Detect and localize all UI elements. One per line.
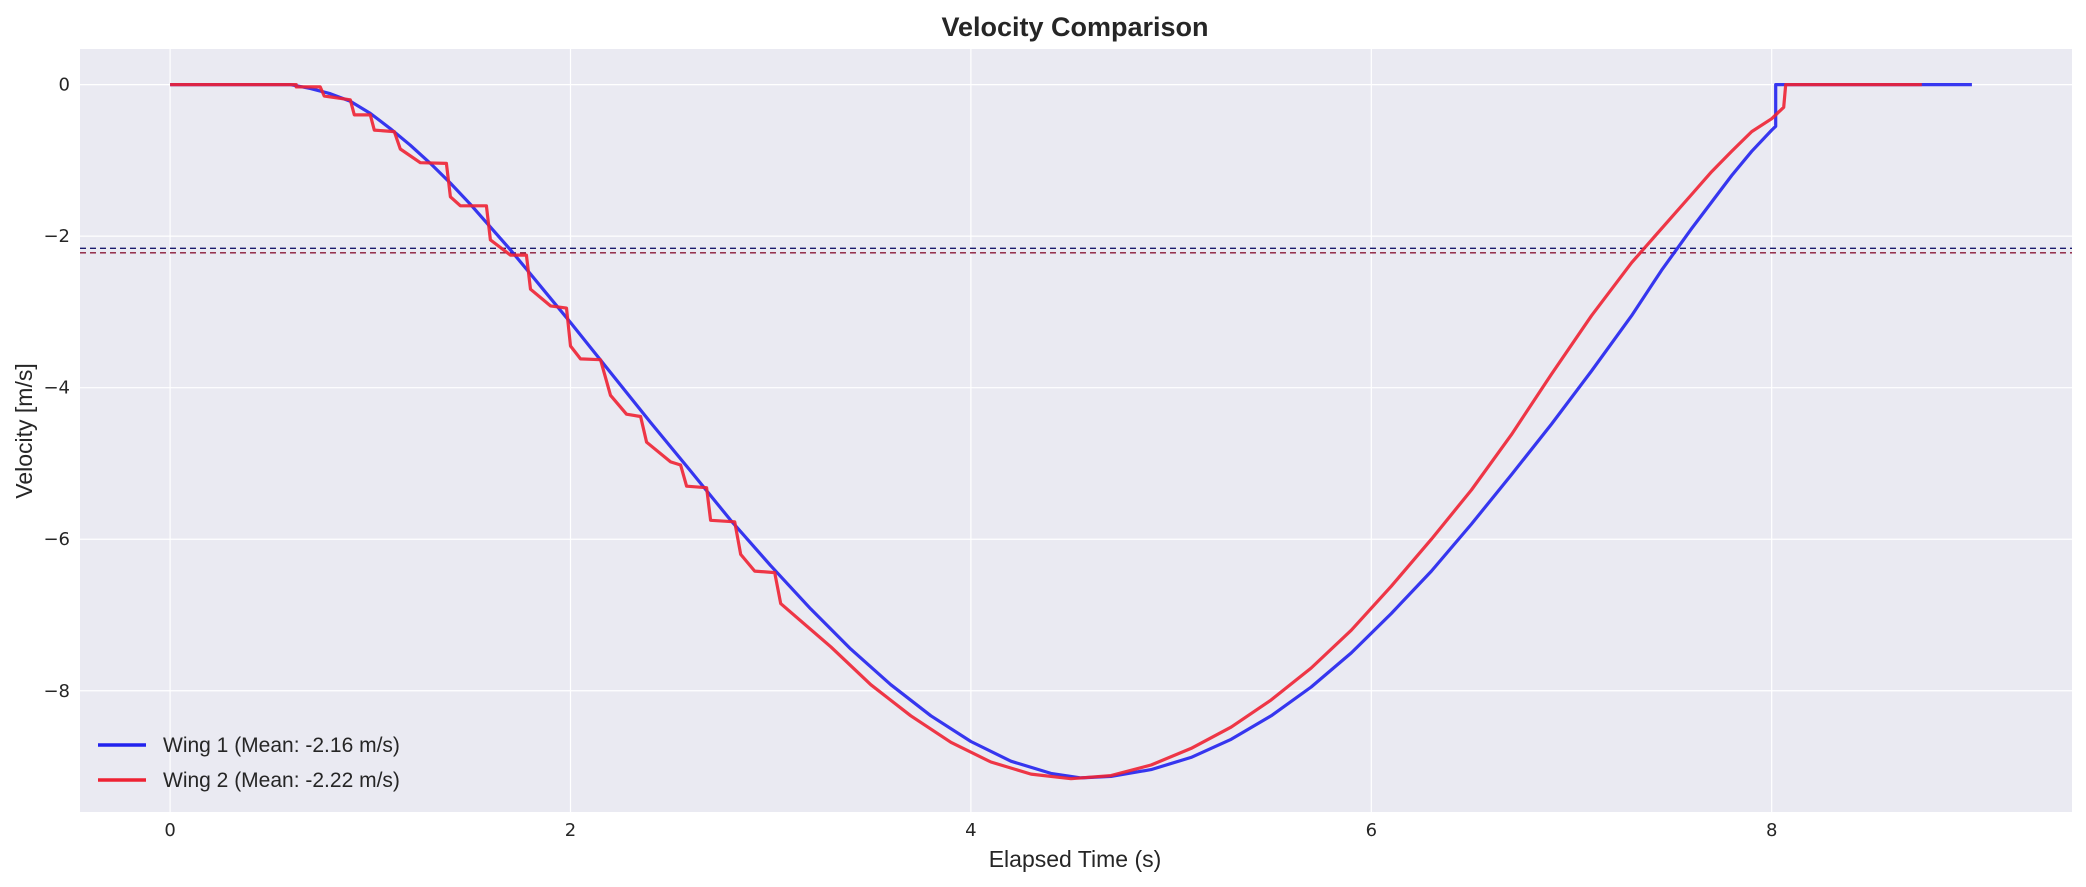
y-tick-label: −6 [43, 529, 70, 550]
y-tick-label: 0 [59, 75, 70, 96]
x-axis-label: Elapsed Time (s) [989, 846, 1162, 872]
legend-label-wing2: Wing 2 (Mean: -2.22 m/s) [163, 769, 400, 792]
series-line-wing1 [170, 83, 1972, 780]
mean-lines [80, 247, 2072, 254]
series-line-wing2 [170, 83, 1922, 781]
x-tick-label: 2 [565, 820, 576, 841]
y-axis-label: Velocity [m/s] [11, 363, 37, 498]
grid-lines [80, 49, 2072, 812]
chart-title: Velocity Comparison [941, 12, 1208, 42]
plot-background [80, 49, 2072, 812]
legend-label-wing1: Wing 1 (Mean: -2.16 m/s) [163, 734, 400, 757]
x-tick-label: 4 [965, 820, 976, 841]
x-tick-label: 0 [164, 820, 175, 841]
x-tick-labels: 0 2 4 6 8 [164, 820, 1777, 841]
y-tick-label: −2 [43, 226, 70, 247]
legend: Wing 1 (Mean: -2.16 m/s) Wing 2 (Mean: -… [98, 734, 400, 792]
y-tick-labels: 0 −2 −4 −6 −8 [43, 75, 70, 702]
y-tick-label: −4 [43, 378, 70, 399]
x-tick-label: 6 [1366, 820, 1377, 841]
y-tick-label: −8 [43, 681, 70, 702]
series-lines [170, 83, 1972, 781]
x-tick-label: 8 [1766, 820, 1777, 841]
